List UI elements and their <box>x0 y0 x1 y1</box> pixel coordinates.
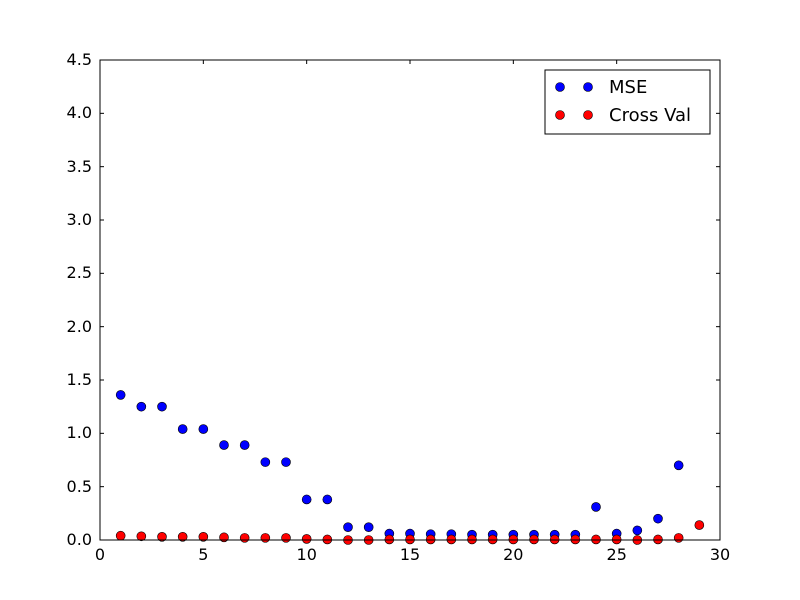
legend-box <box>544 69 711 135</box>
legend-marker-cross-val <box>583 110 593 120</box>
cross-val-point <box>177 531 188 542</box>
x-tick-label: 20 <box>503 545 523 564</box>
mse-point <box>301 494 312 505</box>
cross-val-point <box>570 534 581 545</box>
x-tick-labels: 0 5 10 15 20 25 30 <box>95 545 730 564</box>
mse-point <box>363 522 374 533</box>
cross-val-point <box>384 534 395 545</box>
legend-label-cross-val: Cross Val <box>609 105 691 126</box>
cross-val-point <box>198 531 209 542</box>
cross-val-point <box>425 534 436 545</box>
mse-point <box>239 440 250 450</box>
cross-val-point <box>239 533 250 543</box>
cross-val-point <box>694 520 705 530</box>
x-tick-label: 30 <box>710 545 730 564</box>
mse-point <box>136 401 147 412</box>
mse-point <box>322 494 333 505</box>
cross-val-point <box>136 531 147 542</box>
mse-point <box>632 525 643 536</box>
y-tick-label: 2.0 <box>67 317 92 336</box>
cross-val-point <box>115 530 126 541</box>
mse-point <box>219 440 229 450</box>
data-points <box>115 390 705 545</box>
y-tick-label: 0.0 <box>67 530 92 549</box>
y-tick-label: 4.5 <box>67 50 92 69</box>
mse-point <box>177 424 188 434</box>
y-tick-label: 3.0 <box>67 210 92 229</box>
mse-point <box>281 457 291 467</box>
mse-point <box>157 401 167 412</box>
plot-frame <box>99 59 721 541</box>
mse-point <box>260 457 271 467</box>
cross-val-point <box>467 534 477 545</box>
mse-point <box>343 522 353 533</box>
y-tick-label: 3.5 <box>67 157 92 176</box>
x-tick-label: 5 <box>198 545 208 564</box>
y-tick-label: 1.0 <box>67 423 92 442</box>
y-tick-label: 0.5 <box>67 477 92 496</box>
mse-point <box>591 502 601 512</box>
cross-val-point <box>611 534 622 545</box>
mse-point <box>198 424 209 434</box>
cross-val-point <box>260 533 271 543</box>
y-tick-label: 4.0 <box>67 103 92 122</box>
y-tick-labels: 0.0 0.5 1.0 1.5 2.0 2.5 3.0 3.5 4.0 4.5 <box>67 50 92 549</box>
cross-val-point <box>508 534 519 545</box>
cross-val-point <box>487 534 498 545</box>
cross-val-point <box>591 534 601 545</box>
cross-val-point <box>157 531 167 542</box>
x-tick-label: 15 <box>400 545 420 564</box>
x-tick-label: 10 <box>297 545 317 564</box>
cross-val-point <box>529 534 539 545</box>
cross-val-point <box>405 534 415 545</box>
legend-marker-mse <box>583 82 593 92</box>
y-tick-label: 2.5 <box>67 263 92 282</box>
mse-point <box>115 390 126 400</box>
legend-marker-mse <box>555 82 565 92</box>
cross-val-point <box>653 534 663 545</box>
legend-label-mse: MSE <box>609 77 647 98</box>
cross-val-point <box>549 534 560 545</box>
x-tick-label: 0 <box>95 545 105 564</box>
cross-val-point <box>281 533 291 543</box>
mse-point <box>673 460 684 471</box>
x-tick-label: 25 <box>607 545 627 564</box>
y-tick-label: 1.5 <box>67 370 92 389</box>
cross-val-point <box>673 533 684 543</box>
cross-val-point <box>446 534 457 545</box>
mse-point <box>653 513 663 524</box>
cross-val-point <box>301 534 312 544</box>
legend: MSE Cross Val <box>544 69 711 135</box>
legend-marker-cross-val <box>555 110 565 120</box>
cross-val-point <box>322 534 333 545</box>
